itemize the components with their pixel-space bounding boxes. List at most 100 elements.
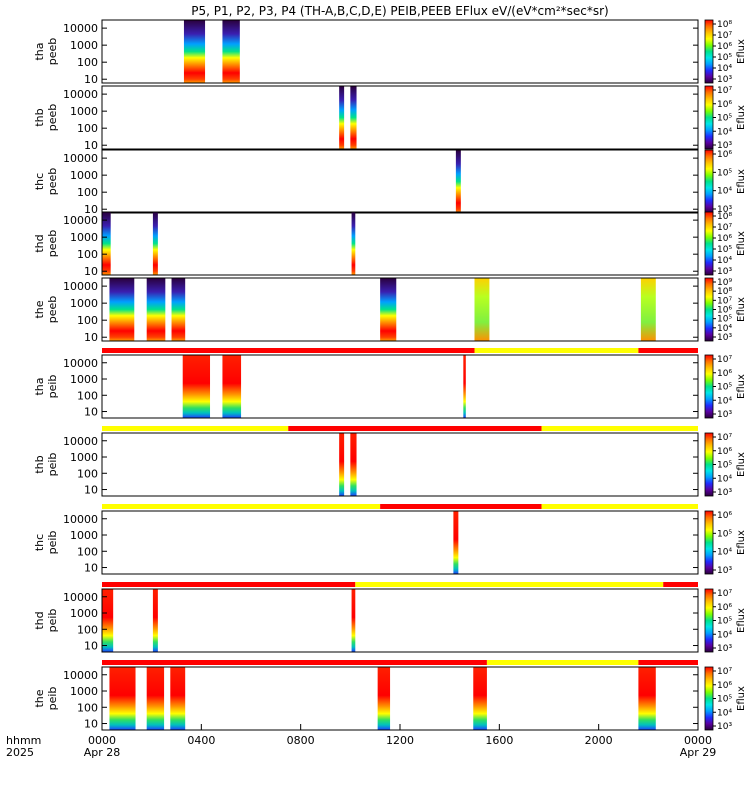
panel-frame [101, 432, 699, 497]
spectrogram-segment [638, 667, 656, 730]
y-axis-label: the [33, 689, 46, 707]
mode-bar-fast [638, 660, 698, 665]
colorbar-tick-label: 10⁶ [717, 681, 732, 691]
colorbar-tick-label: 10⁷ [717, 589, 732, 599]
y-tick-label: 100 [77, 623, 98, 636]
colorbar-tick-label: 10⁶ [717, 150, 732, 160]
y-axis-label: peeb [46, 168, 59, 196]
y-tick-label: 10000 [63, 669, 98, 682]
colorbar-tick-label: 10⁵ [717, 695, 732, 705]
colorbar [704, 354, 714, 419]
colorbar-tick-label: 10⁷ [717, 433, 732, 443]
y-axis-label: peeb [46, 230, 59, 258]
panel-the-peeb: 10 100 1000 10000 the peeb 10³10⁴10⁵10⁶10⁷10⁸1… [33, 277, 747, 353]
x-axis-prefix: hhmm [6, 734, 41, 747]
panel-frame [101, 666, 699, 731]
colorbar-tick-label: 10⁴ [717, 187, 732, 197]
colorbar-tick-label: 10³ [717, 488, 732, 498]
colorbar-tick-label: 10³ [717, 644, 732, 654]
colorbar-tick-label: 10⁵ [717, 114, 732, 124]
panel-frame [101, 588, 699, 653]
spectrogram-segment [339, 86, 345, 149]
y-axis-label: peeb [46, 104, 59, 132]
y-tick-label: 10 [84, 139, 98, 152]
mode-bar-slow [474, 348, 639, 353]
panel-frame [101, 19, 699, 84]
colorbar-label: Eflux [736, 530, 747, 555]
mode-bar-slow [355, 582, 664, 587]
colorbar-label: Eflux [736, 374, 747, 399]
spectrogram-segment [102, 212, 111, 275]
y-axis-label: peeb [46, 296, 59, 324]
y-tick-label: 10 [84, 406, 98, 419]
y-axis-label: peib [46, 375, 59, 399]
mode-bar-slow [541, 504, 698, 509]
colorbar-tick-label: 10⁴ [717, 474, 732, 484]
y-tick-label: 1000 [70, 529, 98, 542]
mode-bar-fast [380, 504, 542, 509]
y-tick-label: 10000 [63, 435, 98, 448]
colorbar-tick-label: 10⁷ [717, 355, 732, 365]
colorbar-tick-label: 10⁵ [717, 245, 732, 255]
colorbar-tick-label: 10⁵ [717, 529, 732, 539]
mode-bar-slow [541, 426, 698, 431]
y-axis-label: peeb [46, 38, 59, 66]
spectrogram-segment [350, 433, 357, 496]
spectrogram-segment [350, 86, 357, 149]
panel-tha-peib: 10 100 1000 10000 tha peib 10³ 10⁴ 10⁵ 10⁶ 10⁷ Eflu… [33, 354, 747, 431]
y-tick-label: 1000 [70, 373, 98, 386]
panel-thb-peib: 10 100 1000 10000 thb peib 10³ 10⁴ 10⁵ 10⁶ 10⁷ Eflu… [33, 432, 747, 509]
y-tick-label: 100 [77, 122, 98, 135]
colorbar-tick-label: 10⁶ [717, 100, 732, 110]
y-tick-label: 10 [84, 203, 98, 216]
y-axis-label: tha [33, 42, 46, 60]
mode-bar-slow [102, 426, 289, 431]
spectrogram-segment [453, 511, 459, 574]
y-tick-label: 10000 [63, 513, 98, 526]
colorbar-tick-label: 10⁴ [717, 127, 732, 137]
x-tick-label: 0800 [287, 734, 315, 747]
colorbar-label: Eflux [736, 231, 747, 256]
colorbar [704, 432, 714, 497]
colorbar-tick-label: 10³ [717, 333, 732, 343]
colorbar-label: Eflux [736, 105, 747, 130]
panel-frame [101, 85, 699, 150]
spectrogram-segment [146, 667, 165, 730]
spectrogram-segment [171, 278, 186, 341]
y-axis-label: tha [33, 377, 46, 395]
colorbar-label: Eflux [736, 608, 747, 633]
spectrogram-segment [152, 589, 158, 652]
spectrogram-segment [102, 589, 114, 652]
y-tick-label: 1000 [70, 105, 98, 118]
colorbar-label: Eflux [736, 169, 747, 194]
mode-bar-fast [102, 660, 487, 665]
colorbar-tick-label: 10⁴ [717, 396, 732, 406]
y-tick-label: 10000 [63, 22, 98, 35]
y-tick-label: 1000 [70, 231, 98, 244]
x-tick-label: 0400 [187, 734, 215, 747]
spectrogram-segment [183, 20, 206, 83]
colorbar-tick-label: 10⁶ [717, 511, 732, 521]
colorbar [704, 149, 714, 214]
colorbar-tick-label: 10⁴ [717, 630, 732, 640]
mode-bar-slow [486, 660, 639, 665]
spectrogram-segment [152, 212, 158, 275]
y-tick-label: 10000 [63, 280, 98, 293]
x-date-label: Apr 29 [680, 746, 717, 759]
y-axis-label: thc [33, 534, 46, 551]
spectrogram-segment [640, 278, 656, 341]
colorbar-label: Eflux [736, 686, 747, 711]
colorbar-tick-label: 10³ [717, 410, 732, 420]
panel-thc-peib: 10 100 1000 10000 thc peib 10³ 10⁴ 10⁵ 10⁶ Eflux [33, 510, 747, 587]
y-tick-label: 100 [77, 314, 98, 327]
y-tick-label: 1000 [70, 297, 98, 310]
x-tick-label: 0000 [684, 734, 712, 747]
colorbar-tick-label: 10³ [717, 75, 732, 85]
y-tick-label: 10 [84, 640, 98, 653]
x-axis-year: 2025 [6, 746, 34, 759]
panel-frame [101, 354, 699, 419]
